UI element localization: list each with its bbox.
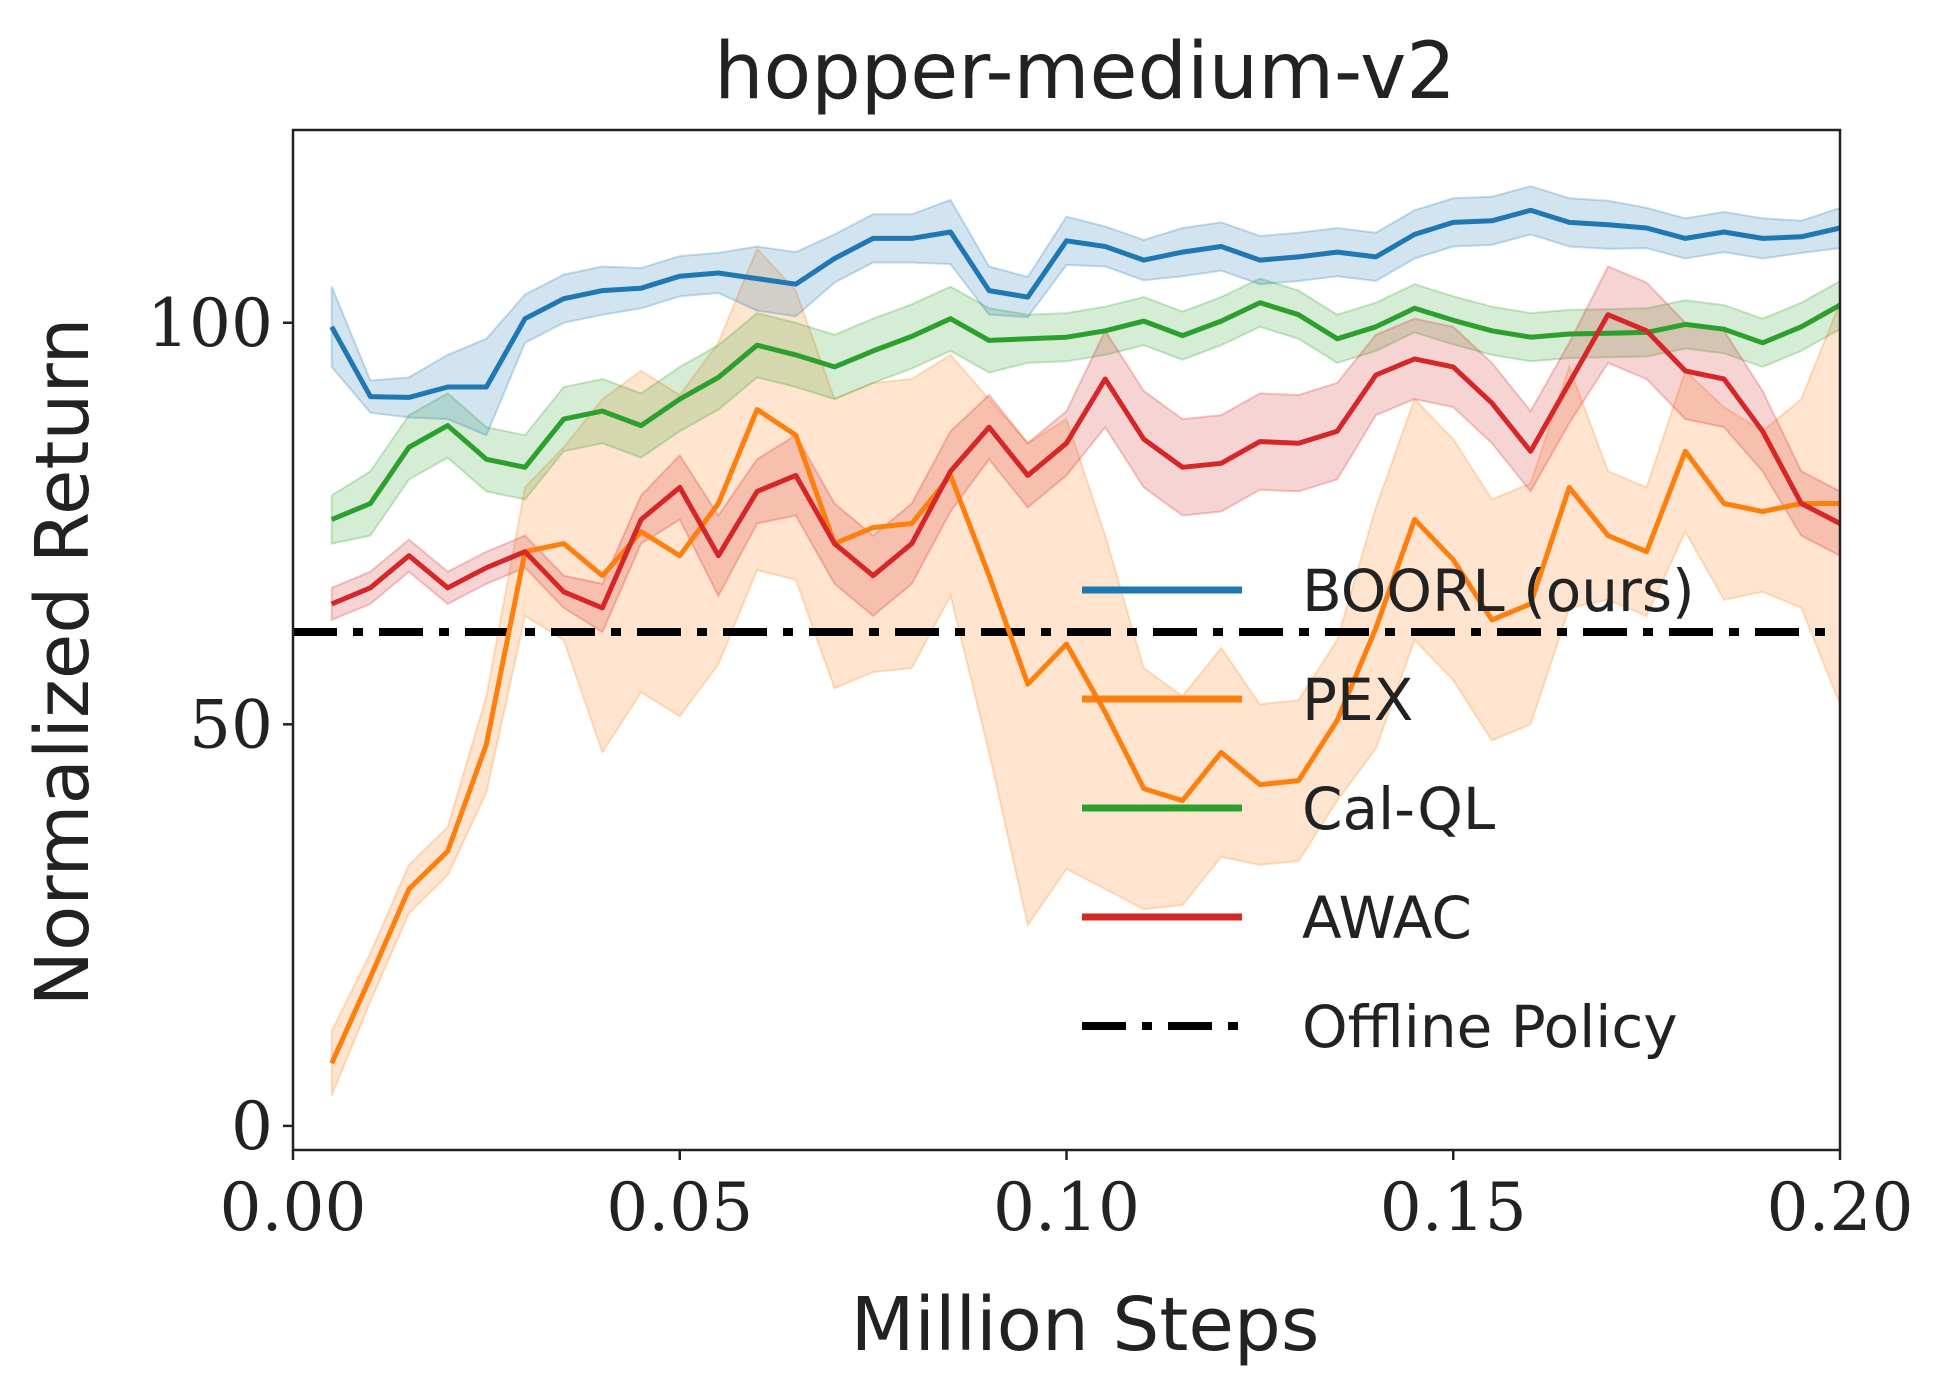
axes: 0.00 0.05 0.10 0.15 0.20 0 50 100 xyxy=(147,128,1914,1246)
x-axis-label: Million Steps xyxy=(851,1282,1320,1368)
x-tick-label: 0.00 xyxy=(220,1169,367,1246)
series-line-pex xyxy=(329,407,1840,1065)
y-tick-label: 0 xyxy=(231,1088,273,1165)
x-tick-label: 0.10 xyxy=(993,1169,1140,1246)
legend-label-awac: AWAC xyxy=(1302,884,1472,952)
x-tick-label: 0.15 xyxy=(1380,1169,1527,1246)
legend-label-cal-ql: Cal-QL xyxy=(1302,775,1495,843)
legend: BOORL (ours) PEX Cal-QL AWAC Offline Policy xyxy=(1082,557,1695,1061)
band-boorl-ours xyxy=(330,185,1840,437)
series-line-awac xyxy=(330,312,1840,611)
series-line-cal-ql xyxy=(330,300,1840,522)
confidence-bands xyxy=(330,185,1840,1096)
y-axis-label: Normalized Return xyxy=(20,318,106,1007)
series-line-boorl-ours xyxy=(329,207,1840,400)
legend-label-boorl-ours: BOORL (ours) xyxy=(1302,557,1695,625)
x-tick-label: 0.20 xyxy=(1767,1169,1914,1246)
band-pex xyxy=(330,247,1840,1096)
chart-title: hopper-medium-v2 xyxy=(714,27,1456,117)
y-tick-label: 100 xyxy=(147,285,273,362)
legend-label-pex: PEX xyxy=(1302,666,1413,734)
band-cal-ql xyxy=(330,277,1840,545)
legend-label-offline-policy: Offline Policy xyxy=(1302,993,1678,1061)
series-lines xyxy=(293,207,1840,1065)
y-tick-label: 50 xyxy=(189,686,273,763)
x-tick-label: 0.05 xyxy=(606,1169,753,1246)
